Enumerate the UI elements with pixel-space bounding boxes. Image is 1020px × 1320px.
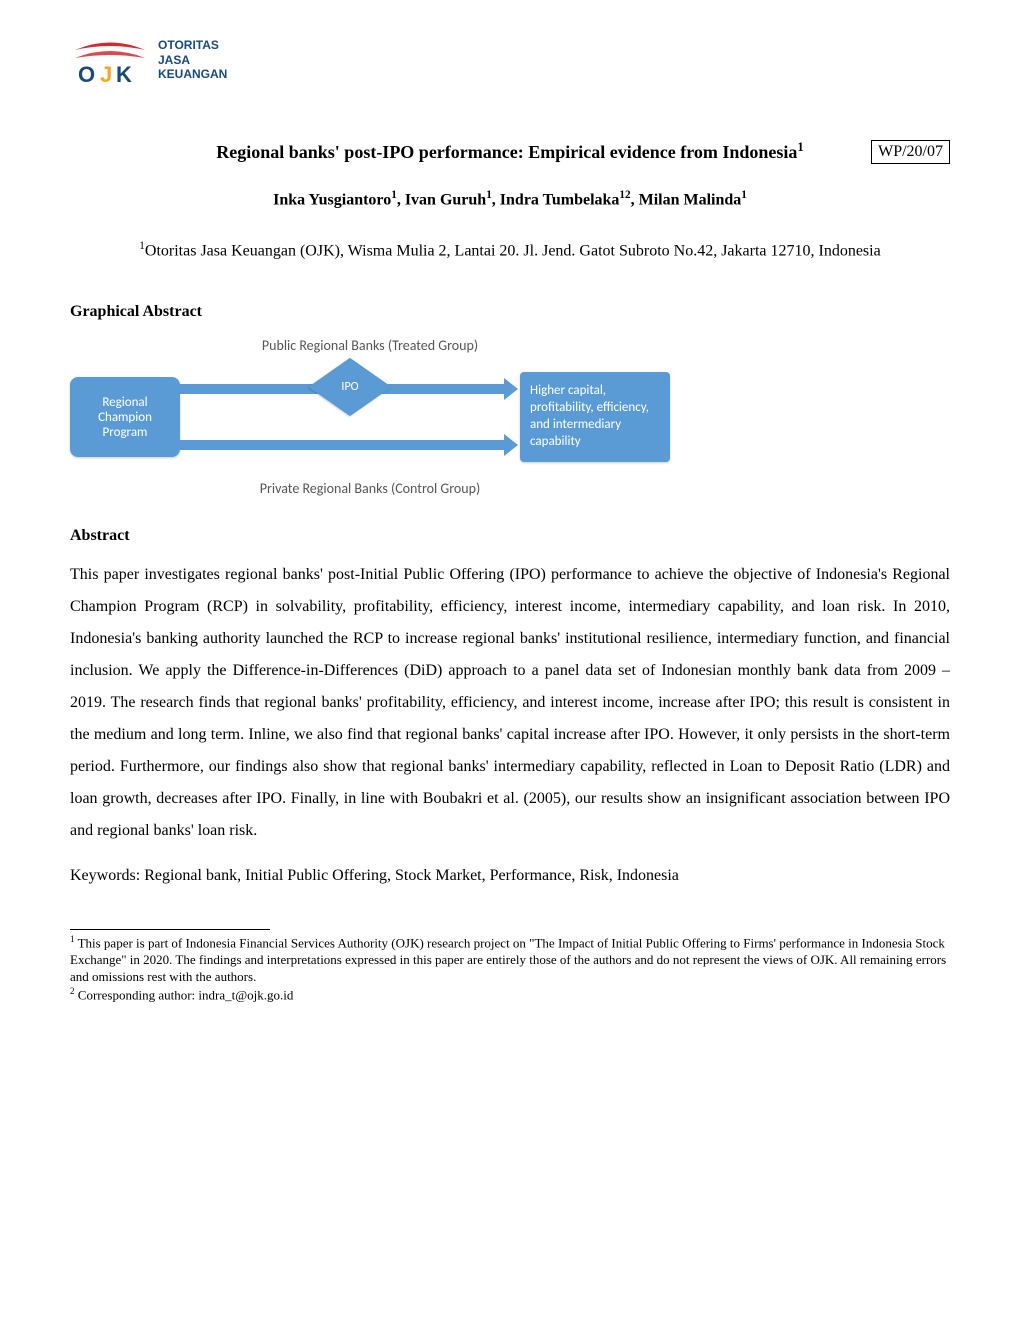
footnote-1-text: This paper is part of Indonesia Financia…: [70, 935, 946, 984]
diagram-bottom-label: Private Regional Banks (Control Group): [70, 480, 670, 497]
diagram-top-label: Public Regional Banks (Treated Group): [70, 337, 670, 354]
working-paper-number: WP/20/07: [871, 140, 950, 164]
authors: Inka Yusgiantoro1, Ivan Guruh1, Indra Tu…: [70, 189, 950, 209]
footnote-1: 1 This paper is part of Indonesia Financ…: [70, 934, 950, 986]
graphical-abstract-heading: Graphical Abstract: [70, 303, 950, 321]
ojk-logo-mark: O J K: [70, 30, 150, 90]
logo: O J K OTORITAS JASA KEUANGAN: [70, 30, 950, 90]
title-footnote-ref: 1: [797, 140, 803, 154]
diagram-right-box: Higher capital, profitability, efficienc…: [520, 372, 670, 462]
diamond-label: IPO: [341, 380, 358, 394]
graphical-abstract-diagram: Public Regional Banks (Treated Group) Re…: [70, 337, 670, 497]
logo-line1: OTORITAS: [158, 38, 227, 52]
title-text: Regional banks' post-IPO performance: Em…: [216, 142, 797, 162]
svg-text:K: K: [116, 62, 132, 87]
diagram-row: Regional Champion Program IPO Higher cap…: [70, 362, 670, 472]
logo-text: OTORITAS JASA KEUANGAN: [158, 38, 227, 81]
abstract-text: This paper investigates regional banks' …: [70, 559, 950, 847]
diagram-arrows: IPO: [180, 362, 520, 472]
abstract-heading: Abstract: [70, 527, 950, 545]
svg-text:O: O: [78, 62, 95, 87]
diagram-bottom-arrow: [180, 440, 506, 450]
footnote-2-text: Corresponding author: indra_t@ojk.go.id: [78, 987, 294, 1002]
footnote-2: 2 Corresponding author: indra_t@ojk.go.i…: [70, 986, 950, 1004]
logo-line2: JASA: [158, 53, 227, 67]
paper-title: Regional banks' post-IPO performance: Em…: [70, 140, 950, 163]
affiliation-text: Otoritas Jasa Keuangan (OJK), Wisma Muli…: [145, 243, 881, 260]
affiliation: 1Otoritas Jasa Keuangan (OJK), Wisma Mul…: [70, 239, 950, 263]
footnote-rule: [70, 929, 270, 930]
logo-line3: KEUANGAN: [158, 67, 227, 81]
svg-text:J: J: [100, 62, 112, 87]
keywords: Keywords: Regional bank, Initial Public …: [70, 863, 950, 889]
diagram-left-box: Regional Champion Program: [70, 377, 180, 457]
diagram-diamond: IPO: [314, 362, 386, 412]
